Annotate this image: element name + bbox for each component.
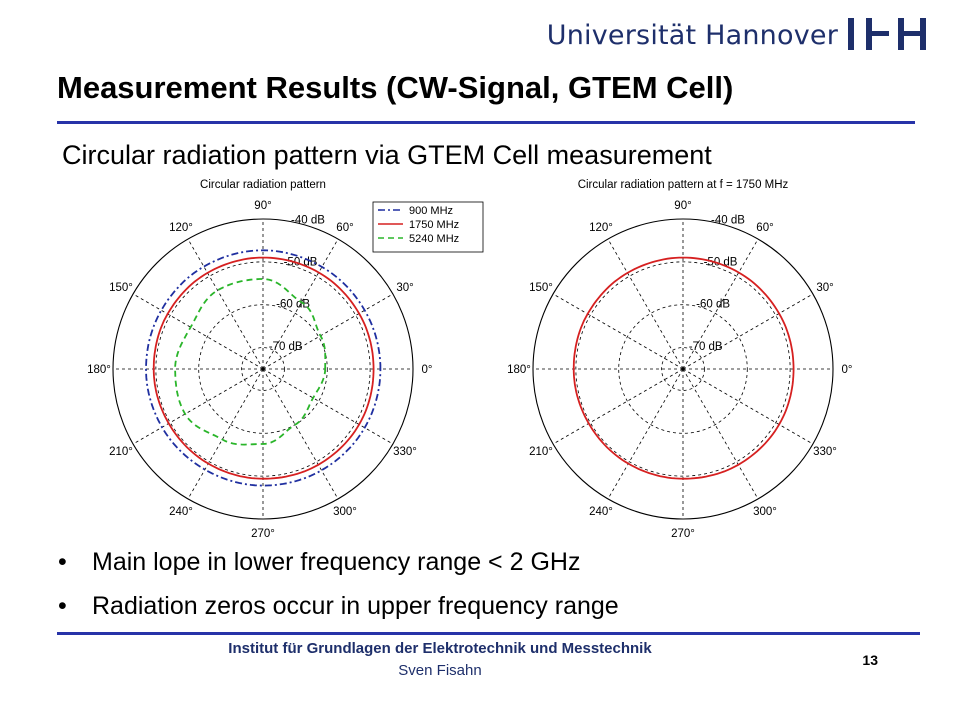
grid-ring — [155, 261, 371, 477]
university-logo: Universität Hannover — [547, 14, 930, 54]
slide-title: Measurement Results (CW-Signal, GTEM Cel… — [57, 70, 734, 105]
bullet-item: • Radiation zeros occur in upper frequenc… — [58, 592, 619, 620]
angle-tick-label: 90° — [254, 200, 271, 212]
footer-institute: Institut für Grundlagen der Elektrotechn… — [228, 640, 652, 657]
angle-tick-label: 60° — [336, 222, 353, 234]
angle-tick-label: 30° — [396, 282, 413, 294]
angle-tick-label: 330° — [813, 446, 837, 458]
bullet-list: • Main lope in lower frequency range < 2 … — [58, 540, 619, 628]
grid-spoke — [552, 368, 684, 445]
bullet-item: • Main lope in lower frequency range < 2 … — [58, 548, 581, 576]
series-line-1750-mhz — [152, 256, 375, 480]
grid-spoke — [132, 293, 264, 370]
grid-spoke — [187, 238, 264, 370]
university-name: Universität Hannover — [546, 20, 838, 51]
chart-title: Circular radiation pattern at f = 1750 M… — [578, 179, 789, 191]
grid-spoke — [682, 368, 814, 445]
legend-box — [372, 201, 484, 253]
grid-spoke — [262, 293, 394, 370]
polar-chart-1750mhz: Circular radiation pattern at f = 1750 M… — [507, 179, 853, 540]
page-number: 13 — [862, 652, 878, 668]
grid-spoke — [132, 368, 264, 445]
outer-circle — [532, 218, 834, 520]
angle-tick-label: 120° — [169, 222, 193, 234]
series-line-900-mhz — [145, 249, 382, 487]
radial-tick-label: -70 dB — [689, 341, 723, 353]
legend-entry: 1750 MHz — [409, 219, 459, 231]
angle-tick-label: 150° — [109, 282, 133, 294]
grid-spoke — [262, 238, 339, 370]
series-line-5240-mhz — [174, 278, 327, 446]
angle-tick-label: 0° — [842, 364, 853, 376]
angle-tick-label: 150° — [529, 282, 553, 294]
grid-spoke — [187, 368, 264, 500]
grid-ring — [241, 347, 285, 391]
ifh-logo-icon — [848, 18, 926, 50]
outer-circle — [112, 218, 414, 520]
radial-tick-label: -70 dB — [269, 341, 303, 353]
grid-spoke — [607, 368, 684, 500]
grid-spoke — [682, 368, 759, 500]
grid-ring — [661, 347, 705, 391]
grid-spoke — [682, 293, 814, 370]
grid-ring — [198, 304, 328, 434]
angle-tick-label: 240° — [589, 506, 613, 518]
angle-tick-label: 300° — [333, 506, 357, 518]
grid-spoke — [262, 368, 394, 445]
chart-title: Circular radiation pattern — [200, 179, 326, 191]
angle-tick-label: 210° — [109, 446, 133, 458]
polar-chart-multifreq: Circular radiation pattern 0° 30° 60° 90° 120… — [87, 179, 484, 540]
angle-tick-label: 270° — [251, 528, 275, 540]
angle-tick-label: 30° — [816, 282, 833, 294]
grid-spoke — [552, 293, 684, 370]
radial-tick-label: -40 dB — [291, 214, 325, 226]
slide-subtitle: Circular radiation pattern via GTEM Cell… — [62, 140, 712, 170]
radial-tick-label: -50 dB — [704, 256, 738, 268]
angle-tick-label: 240° — [169, 506, 193, 518]
angle-tick-label: 210° — [529, 446, 553, 458]
angle-tick-label: 300° — [753, 506, 777, 518]
angle-tick-label: 120° — [589, 222, 613, 234]
grid-spoke — [682, 238, 759, 370]
radial-tick-label: -40 dB — [711, 214, 745, 226]
footer-author: Sven Fisahn — [398, 662, 482, 679]
angle-tick-label: 90° — [674, 200, 691, 212]
angle-tick-label: 180° — [507, 364, 531, 376]
grid-ring — [618, 304, 748, 434]
legend-entry: 900 MHz — [409, 205, 453, 217]
grid-spoke — [262, 368, 339, 500]
radial-tick-label: -50 dB — [284, 256, 318, 268]
angle-tick-label: 330° — [393, 446, 417, 458]
series-line-0 — [572, 256, 795, 480]
angle-tick-label: 0° — [422, 364, 433, 376]
grid-ring — [575, 261, 791, 477]
angle-tick-label: 60° — [756, 222, 773, 234]
radial-tick-label: -60 dB — [696, 299, 730, 311]
angle-tick-label: 180° — [87, 364, 111, 376]
legend-entry: 5240 MHz — [409, 233, 459, 245]
title-divider — [57, 121, 915, 124]
grid-spoke — [607, 238, 684, 370]
angle-tick-label: 270° — [671, 528, 695, 540]
radial-tick-label: -60 dB — [276, 299, 310, 311]
footer-divider — [57, 632, 920, 635]
